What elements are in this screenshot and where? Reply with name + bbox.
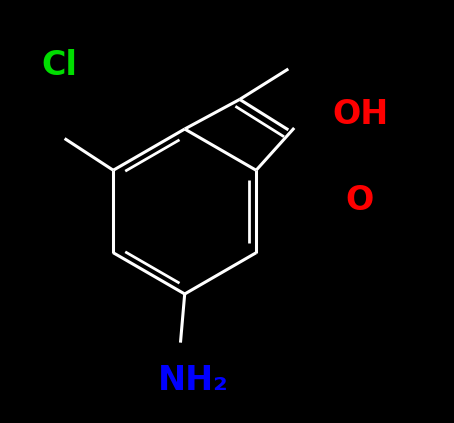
Text: NH₂: NH₂ bbox=[158, 364, 228, 397]
Text: O: O bbox=[345, 184, 374, 217]
Text: Cl: Cl bbox=[41, 49, 77, 82]
Text: OH: OH bbox=[333, 98, 389, 131]
